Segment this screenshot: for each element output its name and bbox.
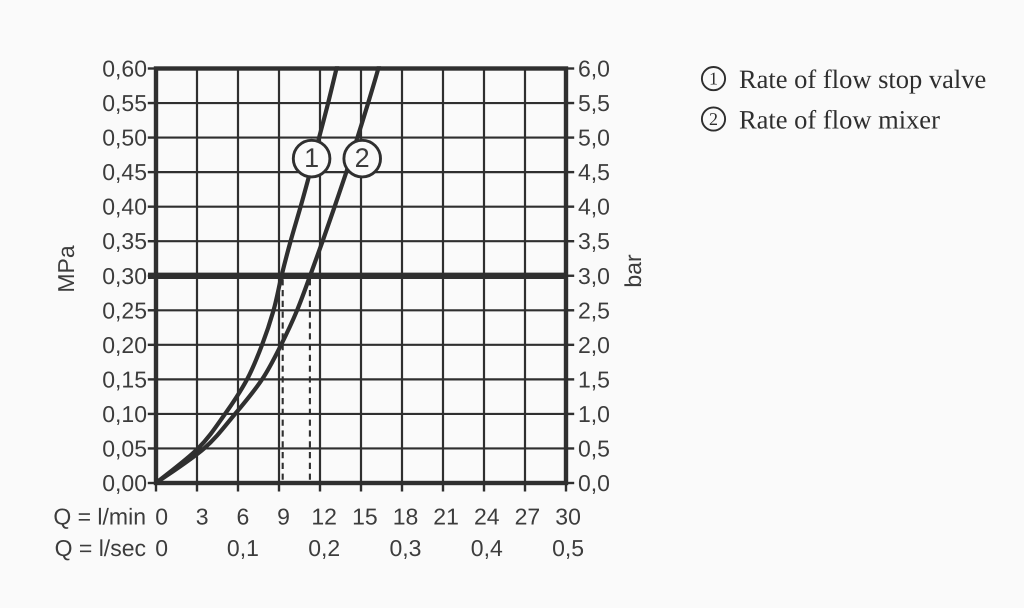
svg-text:3,5: 3,5 [578,228,610,254]
svg-text:bar: bar [620,254,646,288]
svg-text:2: 2 [355,143,370,173]
svg-text:0,25: 0,25 [102,297,147,323]
svg-text:0,60: 0,60 [102,56,147,82]
svg-text:1,0: 1,0 [578,401,610,427]
svg-text:0,1: 0,1 [227,535,259,561]
svg-text:0,05: 0,05 [102,436,147,462]
svg-text:1: 1 [304,143,319,173]
svg-text:2,0: 2,0 [578,332,610,358]
svg-text:5,5: 5,5 [578,90,610,116]
svg-text:12: 12 [311,504,337,530]
svg-text:4,0: 4,0 [578,194,610,220]
svg-text:1: 1 [709,69,718,89]
svg-text:Q = l/min: Q = l/min [53,504,146,530]
svg-text:0,5: 0,5 [552,535,584,561]
svg-text:Rate of flow mixer: Rate of flow mixer [739,105,940,135]
svg-text:21: 21 [433,504,459,530]
svg-text:0,2: 0,2 [308,535,340,561]
svg-text:0,5: 0,5 [578,436,610,462]
svg-text:2: 2 [709,109,718,129]
svg-text:0: 0 [155,504,168,530]
svg-text:15: 15 [352,504,378,530]
svg-text:6,0: 6,0 [578,56,610,82]
svg-text:0,3: 0,3 [390,535,422,561]
svg-text:1,5: 1,5 [578,366,610,392]
svg-text:0,55: 0,55 [102,90,147,116]
svg-text:0,45: 0,45 [102,159,147,185]
svg-text:0,20: 0,20 [102,332,147,358]
svg-text:0,0: 0,0 [578,470,610,496]
svg-text:0,4: 0,4 [471,535,503,561]
svg-text:30: 30 [555,504,581,530]
svg-text:24: 24 [474,504,500,530]
svg-text:4,5: 4,5 [578,159,610,185]
svg-text:6: 6 [237,504,250,530]
svg-text:3: 3 [196,504,209,530]
svg-text:MPa: MPa [53,245,79,293]
svg-text:0: 0 [155,535,168,561]
svg-text:2,5: 2,5 [578,297,610,323]
svg-text:Q = l/sec: Q = l/sec [55,535,146,561]
svg-text:Rate of flow stop valve: Rate of flow stop valve [739,64,986,94]
svg-text:0,00: 0,00 [102,470,147,496]
svg-text:18: 18 [393,504,419,530]
svg-text:0,40: 0,40 [102,194,147,220]
svg-text:0,10: 0,10 [102,401,147,427]
svg-text:0,35: 0,35 [102,228,147,254]
svg-text:5,0: 5,0 [578,125,610,151]
svg-text:27: 27 [515,504,541,530]
svg-text:9: 9 [277,504,290,530]
svg-text:0,50: 0,50 [102,125,147,151]
svg-text:3,0: 3,0 [578,263,610,289]
svg-text:0,15: 0,15 [102,366,147,392]
svg-text:0,30: 0,30 [102,263,147,289]
